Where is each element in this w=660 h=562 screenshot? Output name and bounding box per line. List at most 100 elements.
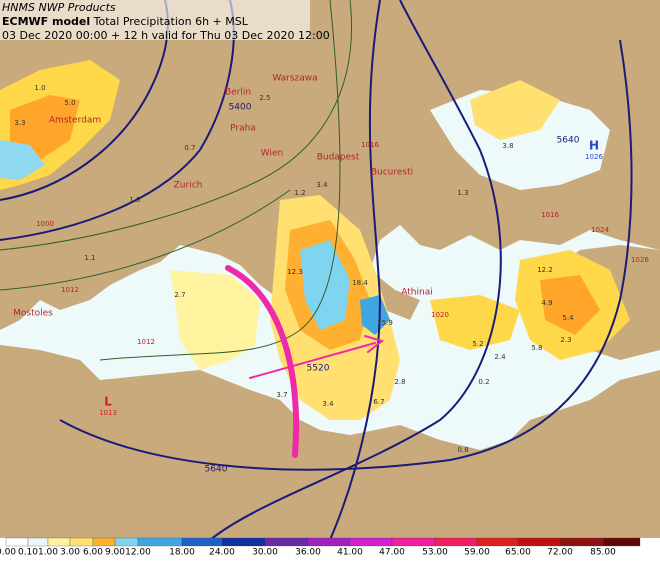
precip-value: 2.5 [259,94,270,102]
precip-value: 5.0 [64,99,75,107]
height-contours [0,0,633,541]
colorbar-swatch [221,537,266,547]
colorbar-label: 1.00 [38,548,58,558]
colorbar-swatch [47,537,71,547]
height-label: 5400 [229,103,252,113]
colorbar-label: 65.00 [505,548,531,558]
colorbar-swatch [114,537,139,547]
isobar-label: 1020 [431,311,449,319]
city-label: Wien [261,149,283,159]
field: Total Precipitation 6h + MSL [93,15,249,28]
precip-value: 4.9 [541,299,552,307]
pressure-value: 1026 [585,153,603,161]
colorbar-label: 41.00 [337,548,363,558]
colorbar-swatch [602,537,641,547]
precip-value: 3.7 [276,391,287,399]
city-label: Bucuresti [371,168,413,178]
colorbar-swatch [349,537,393,547]
height-label: 5640 [205,465,228,475]
precip-value: 5.2 [472,340,483,348]
precip-value: 12.3 [287,268,303,276]
colorbar-label: 0.00 [0,548,16,558]
header-bg [0,0,310,40]
colorbar-swatch [476,537,519,547]
colorbar-label: 53.00 [422,548,448,558]
pressure-value: 1013 [99,409,117,417]
colorbar-swatch [391,537,436,547]
precip-value: 3.4 [322,400,334,408]
colorbar-swatch [27,537,49,547]
colorbar-label: 0.10 [18,548,38,558]
city-label: Budapest [317,153,360,163]
precip-value: 2.3 [560,336,571,344]
colorbar-swatch [69,537,94,547]
precip-value: 3.8 [502,142,513,150]
precipitation [0,60,630,420]
height-label: 5520 [307,364,330,374]
isobar-label: 1024 [591,226,609,234]
precip-value: 2.8 [394,378,405,386]
colorbar-swatch [181,537,223,547]
colorbar-label: 18.00 [169,548,195,558]
city-label: Mostoles [13,309,53,319]
colorbar-swatch [264,537,309,547]
city-label: Athinai [401,288,432,298]
precip-value: 0.2 [478,378,489,386]
precip-value: 2.4 [494,353,506,361]
colorbar-label: 6.00 [83,548,103,558]
precip-value: 3.3 [14,119,25,127]
isobar-label: 1012 [61,286,79,294]
precip-value: 0.8 [457,446,468,454]
precip-value: 15.9 [377,319,393,327]
colorbar-label: 72.00 [547,548,573,558]
precip-value: 3.4 [316,181,328,189]
precip-value: 1.5 [129,196,140,204]
model: ECMWF model [2,15,90,28]
precip-value: 1.2 [294,189,305,197]
precip-value: 1.1 [84,254,95,262]
colorbar-label: 36.00 [295,548,321,558]
city-label: Praha [230,124,256,134]
precip-value: 12.2 [537,266,553,274]
colorbar-swatch [307,537,351,547]
colorbar-swatch [434,537,478,547]
colorbar-label: 47.00 [379,548,405,558]
isobar-label: 1000 [36,220,54,228]
isobar-label: 1016 [541,211,559,219]
precip-value: 1.3 [457,189,468,197]
pressure-symbol: L [104,395,112,409]
city-label: Zurich [174,181,203,191]
precip-value: 18.4 [352,279,368,287]
valid-time: 03 Dec 2020 00:00 + 12 h valid for Thu 0… [2,29,330,42]
precip-value: 2.7 [174,291,185,299]
colorbar-label: 12.00 [125,548,151,558]
colorbar-swatch [559,537,604,547]
city-label: Berlin [225,88,251,98]
pressure-symbol: H [589,139,599,153]
colorbar-label: 9.00 [105,548,125,558]
arrows [225,265,385,458]
isobar-label: 1026 [631,256,649,264]
precip-value: 5.8 [531,344,542,352]
precip-value: 5.4 [562,314,574,322]
colorbar-label: 24.00 [209,548,235,558]
source: HNMS NWP Products [2,1,116,14]
model-line: ECMWF model Total Precipitation 6h + MSL [2,15,249,28]
precip-value: 0.7 [184,144,195,152]
colorbar-swatch [92,537,116,547]
colorbar-swatch [517,537,561,547]
isobar-label: 1012 [137,338,155,346]
colorbar-label: 59.00 [464,548,490,558]
city-label: Warszawa [272,74,317,84]
colorbar-label: 3.00 [60,548,80,558]
precip-value: 1.0 [34,84,45,92]
height-label: 5640 [557,136,580,146]
city-label: Amsterdam [49,116,101,126]
precip-value: 6.7 [373,398,384,406]
colorbar-swatch [5,537,29,547]
colorbar-label: 85.00 [590,548,616,558]
colorbar-swatch [137,537,183,547]
isobar-label: 1016 [361,141,379,149]
isobars [0,0,352,361]
